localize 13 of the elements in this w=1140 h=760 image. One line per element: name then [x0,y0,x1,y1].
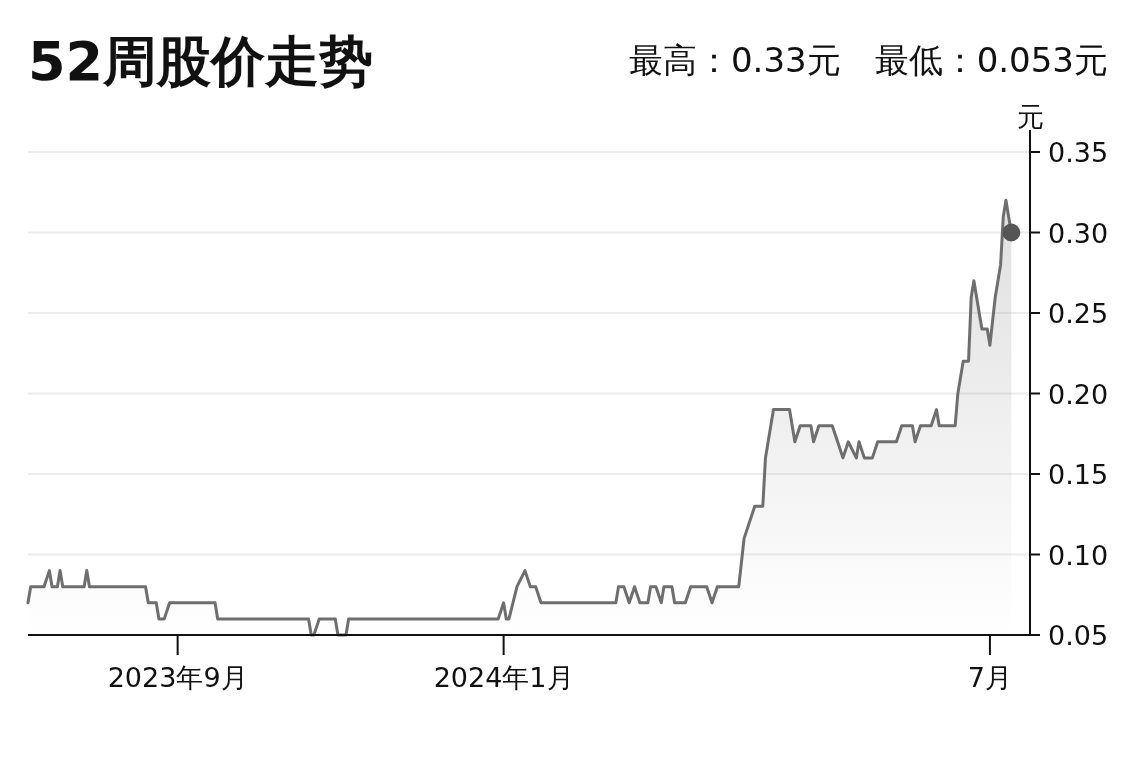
x-tick-label: 2023年9月 [107,662,248,693]
y-tick-label: 0.30 [1048,217,1109,249]
y-tick-label: 0.10 [1048,539,1109,571]
x-tick-label: 2024年1月 [433,662,574,693]
chart-title: 52周股价走势 [28,30,374,93]
x-tick-label: 7月 [967,662,1013,693]
y-tick-label: 0.25 [1048,298,1109,329]
y-tick-label: 0.35 [1048,137,1109,168]
y-tick-label: 0.05 [1048,620,1109,651]
chart-subtitle: 最高：0.33元 最低：0.053元 [628,40,1108,80]
y-tick-label: 0.20 [1048,378,1109,410]
y-tick-label: 0.15 [1048,459,1109,490]
y-axis-title: 元 [1016,101,1044,132]
